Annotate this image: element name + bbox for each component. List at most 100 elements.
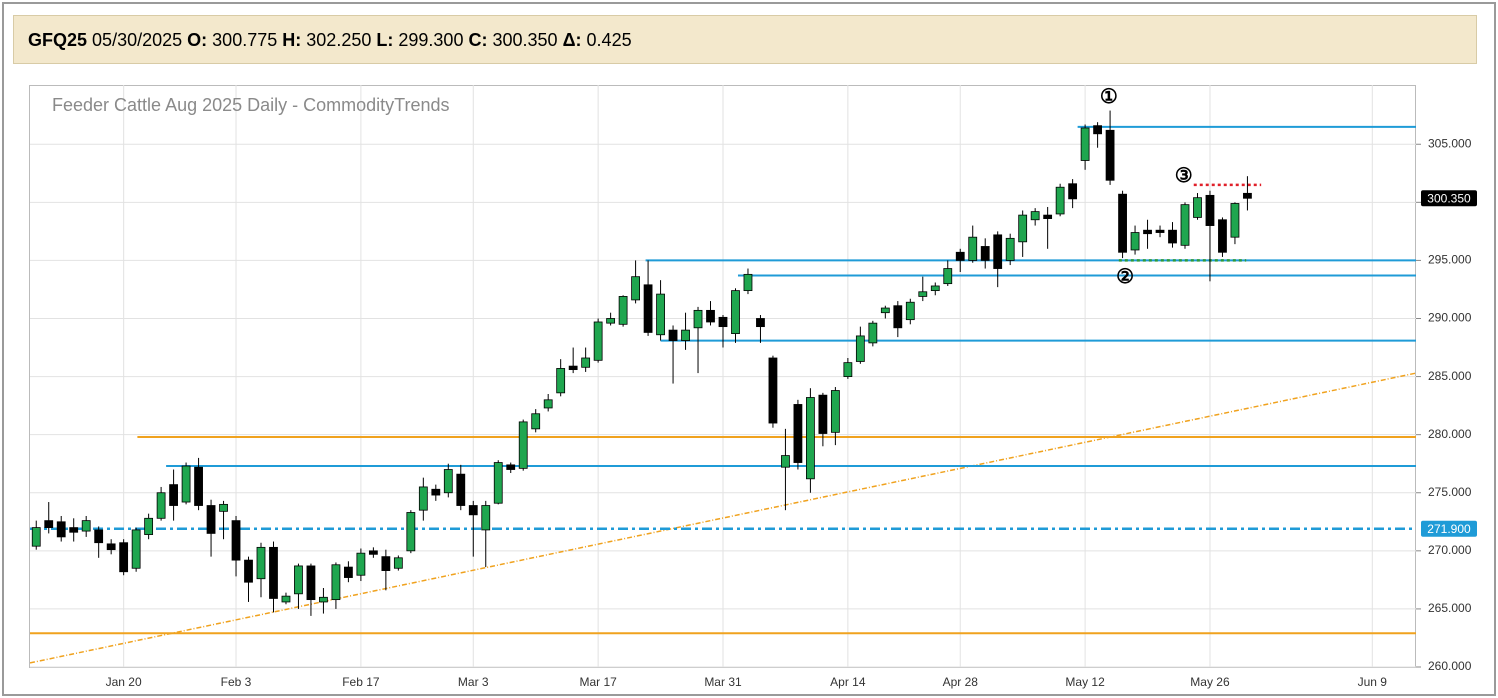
candle-body: [968, 236, 978, 261]
candle-body: [855, 335, 865, 362]
candle-body: [94, 529, 104, 544]
field-label: O:: [187, 30, 208, 50]
candle-body: [269, 546, 278, 599]
candle-body: [1005, 237, 1015, 261]
plot: ① ② ③: [30, 86, 1416, 664]
candle-body: [868, 322, 878, 344]
candle-body: [706, 309, 715, 323]
candle-body: [381, 556, 391, 571]
candle-body: [406, 512, 416, 552]
candle-body: [356, 552, 366, 576]
field-label: L:: [376, 30, 394, 50]
candle-body: [880, 307, 890, 314]
candle-body: [1018, 214, 1028, 243]
candle-body: [656, 293, 665, 336]
candle-body: [1143, 229, 1152, 235]
candle-body: [556, 368, 566, 394]
date: 05/30/2025: [92, 30, 183, 50]
price-tag: [1421, 520, 1477, 537]
x-tick-label: Apr 14: [830, 675, 866, 689]
field-label: Δ:: [562, 30, 582, 50]
candle-body: [581, 357, 591, 368]
candle-body: [169, 484, 178, 506]
candle-body: [1205, 194, 1215, 226]
candle-body: [368, 550, 378, 555]
field-value: 0.425: [586, 30, 632, 50]
x-tick-label: Mar 17: [579, 675, 617, 689]
candle-body: [344, 566, 353, 578]
candle-body: [731, 290, 740, 334]
x-tick-label: Apr 28: [943, 675, 979, 689]
candle-body: [331, 564, 341, 601]
candle-body: [69, 527, 79, 533]
price-tag: [1421, 190, 1477, 207]
y-tick-label: 280.000: [1428, 427, 1472, 441]
field-label: H:: [282, 30, 302, 50]
candle-body: [806, 397, 815, 480]
candle-body: [618, 296, 628, 325]
candle-body: [1180, 204, 1190, 246]
candle-body: [955, 251, 965, 261]
candle-body: [81, 520, 91, 532]
candle-body: [156, 492, 166, 519]
candle-body: [506, 464, 516, 470]
y-tick-label: 265.000: [1428, 601, 1472, 615]
candle-body: [918, 291, 928, 297]
candle-body: [281, 595, 291, 603]
candle-body: [943, 268, 953, 285]
candle-body: [393, 557, 403, 569]
candle-body: [319, 596, 328, 603]
candle-body: [568, 365, 578, 371]
candle-body: [1093, 125, 1102, 135]
candle-body: [194, 466, 203, 506]
field-value: 299.300: [398, 30, 464, 50]
candle-body: [481, 505, 491, 531]
field-value: 302.250: [306, 30, 372, 50]
candle-body: [1105, 129, 1115, 181]
candle-body: [1130, 232, 1140, 251]
candle-body: [144, 517, 154, 535]
candle-body: [593, 321, 603, 361]
candle-body: [668, 329, 678, 341]
candle-body: [31, 527, 41, 547]
candle-body: [244, 559, 253, 583]
price-tag-label: 300.350: [1427, 191, 1471, 205]
x-tick-label: Feb 3: [221, 675, 252, 689]
candle-body: [106, 543, 116, 551]
field-value: 300.775: [212, 30, 278, 50]
y-tick-label: 290.000: [1428, 311, 1472, 325]
candle-body: [905, 301, 915, 321]
x-tick-label: Feb 17: [342, 675, 380, 689]
price-tag-label: 271.900: [1427, 522, 1471, 536]
marker: ③: [1175, 165, 1193, 187]
candle-body: [531, 413, 541, 430]
candle-body: [1193, 197, 1202, 218]
x-tick-label: Mar 3: [458, 675, 489, 689]
candle-body: [181, 465, 191, 503]
candle-body: [1155, 229, 1165, 233]
candle-body: [1243, 192, 1252, 199]
candle-body: [468, 505, 478, 516]
candle-body: [1080, 127, 1090, 161]
candle-body: [119, 542, 129, 573]
candle-body: [756, 318, 765, 328]
candle-body: [930, 285, 940, 292]
y-tick-label: 275.000: [1428, 485, 1472, 499]
x-tick-label: Jun 9: [1358, 675, 1388, 689]
candle-body: [219, 503, 228, 512]
field-label: C:: [468, 30, 488, 50]
quote-header: GFQ25 05/30/2025 O: 300.775 H: 302.250 L…: [13, 15, 1477, 64]
candle-body: [743, 273, 753, 292]
candle-body: [768, 357, 778, 424]
candle-body: [1030, 211, 1040, 221]
x-tick-label: May 12: [1065, 675, 1105, 689]
marker: ②: [1116, 266, 1134, 288]
candle-body: [456, 473, 466, 506]
candle-body: [443, 469, 453, 494]
axes: 260.000 265.000 270.000 275.000 280.000 285.0…: [106, 136, 1477, 689]
candle-body: [693, 309, 703, 329]
y-tick-label: 260.000: [1428, 659, 1472, 673]
candle-body: [306, 565, 316, 601]
candle-body: [131, 529, 141, 569]
